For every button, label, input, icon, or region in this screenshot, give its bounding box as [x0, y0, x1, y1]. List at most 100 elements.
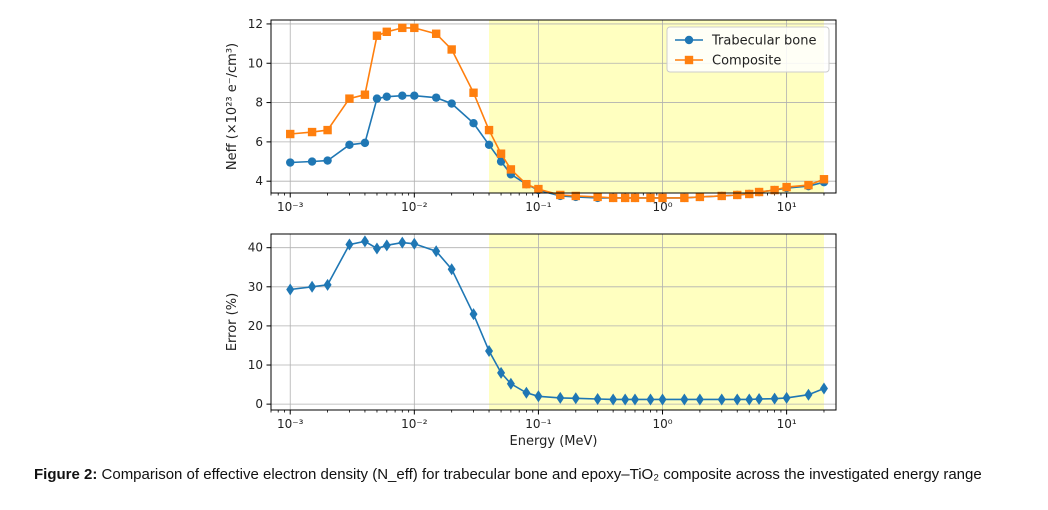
data-point: [323, 156, 332, 165]
axes-frame: [270, 233, 837, 411]
data-point: [646, 393, 655, 406]
data-point: [398, 236, 407, 249]
data-point: [556, 391, 565, 404]
shaded-region: [489, 234, 824, 410]
data-point: [571, 191, 580, 201]
data-point: [323, 278, 332, 291]
data-point: [770, 392, 779, 405]
x-axis-label: Energy (MeV): [510, 434, 598, 449]
data-point: [382, 92, 391, 101]
data-point: [496, 157, 506, 166]
data-point: [620, 193, 630, 203]
data-point: [345, 140, 354, 150]
data-point: [630, 193, 640, 203]
data-point: [398, 91, 407, 100]
data-point: [382, 239, 391, 252]
data-point: [469, 308, 478, 321]
data-point: [745, 393, 754, 406]
data-point: [755, 393, 764, 406]
x-tick-label: 10⁰: [652, 417, 672, 431]
data-point: [630, 393, 639, 406]
data-point: [431, 29, 441, 38]
neff-panel: 10⁻³ 10⁻² 10⁻¹ 10⁰ 10¹ 4 6 8 10 12 Neff (×10²³ e⁻/…: [225, 17, 837, 214]
data-point: [522, 179, 531, 189]
data-point: [307, 157, 317, 166]
data-point: [447, 263, 456, 276]
x-tick-label: 10⁻²: [401, 200, 428, 214]
legend-marker: [684, 55, 694, 65]
data-point: [447, 99, 456, 108]
data-point: [571, 392, 580, 405]
data-point: [360, 90, 370, 99]
legend-label: Trabecular bone: [711, 34, 816, 49]
data-point: [382, 27, 391, 36]
data-point: [410, 91, 419, 100]
data-point: [345, 238, 354, 251]
legend: [666, 26, 830, 73]
data-point: [646, 193, 655, 203]
figure-caption: Figure 2: Comparison of effective electr…: [34, 466, 1034, 483]
data-point: [609, 393, 618, 406]
data-point: [593, 192, 602, 202]
data-point: [733, 393, 742, 406]
data-point: [307, 127, 317, 137]
data-point: [286, 129, 295, 139]
x-tick-label: 10¹: [777, 200, 797, 214]
y-tick-label: 10: [248, 358, 263, 372]
data-point: [770, 185, 779, 195]
data-point: [485, 344, 494, 357]
y-tick-label: 6: [255, 135, 263, 149]
data-point: [534, 390, 543, 403]
legend-marker: [684, 35, 694, 45]
y-tick-label: 20: [248, 319, 263, 333]
x-tick-label: 10⁰: [652, 200, 672, 214]
data-point: [593, 393, 602, 406]
data-point: [372, 31, 382, 40]
data-point: [447, 45, 456, 54]
data-point: [621, 393, 630, 406]
y-tick-label: 0: [255, 397, 263, 411]
y-tick-label: 40: [248, 241, 263, 255]
data-point: [556, 190, 565, 200]
data-point: [804, 388, 813, 401]
data-point: [695, 393, 704, 406]
data-point: [680, 393, 689, 406]
data-point: [782, 391, 791, 404]
data-point: [431, 93, 441, 102]
data-point: [717, 191, 726, 201]
error-panel: 10⁻³ 10⁻² 10⁻¹ 10⁰ 10¹ 0 10 20 30 40 Error (%) Ener…: [225, 233, 837, 449]
data-point: [372, 94, 382, 103]
data-point: [733, 190, 742, 200]
data-point: [819, 382, 828, 395]
y-axis-label: Error (%): [225, 293, 240, 351]
data-point: [345, 94, 354, 103]
data-point: [286, 283, 295, 296]
data-point: [819, 175, 829, 184]
x-tick-label: 10⁻¹: [525, 417, 552, 431]
x-tick-label: 10⁻¹: [525, 200, 552, 214]
data-point: [608, 193, 618, 203]
y-tick-label: 4: [255, 174, 263, 188]
data-point: [506, 165, 516, 174]
data-point: [782, 182, 791, 192]
legend-label: Composite: [712, 54, 781, 69]
data-point: [804, 180, 813, 190]
data-point: [522, 386, 531, 399]
y-axis-label: Neff (×10²³ e⁻/cm³): [225, 43, 240, 170]
data-point: [506, 377, 515, 390]
data-point: [410, 237, 419, 250]
x-tick-label: 10⁻²: [401, 417, 428, 431]
y-tick-label: 10: [248, 56, 263, 70]
axes-frame: [270, 19, 837, 194]
data-point: [534, 184, 543, 194]
data-point: [496, 149, 506, 158]
data-point: [717, 393, 726, 406]
data-point: [286, 158, 295, 167]
figure: 10⁻³ 10⁻² 10⁻¹ 10⁰ 10¹ 4 6 8 10 12 Neff (×10²³ e⁻/…: [225, 17, 837, 449]
data-point: [695, 192, 705, 202]
x-tick-label: 10¹: [777, 417, 797, 431]
data-point: [484, 140, 494, 150]
data-point: [680, 193, 689, 203]
data-point: [308, 280, 317, 293]
data-point: [658, 193, 667, 203]
